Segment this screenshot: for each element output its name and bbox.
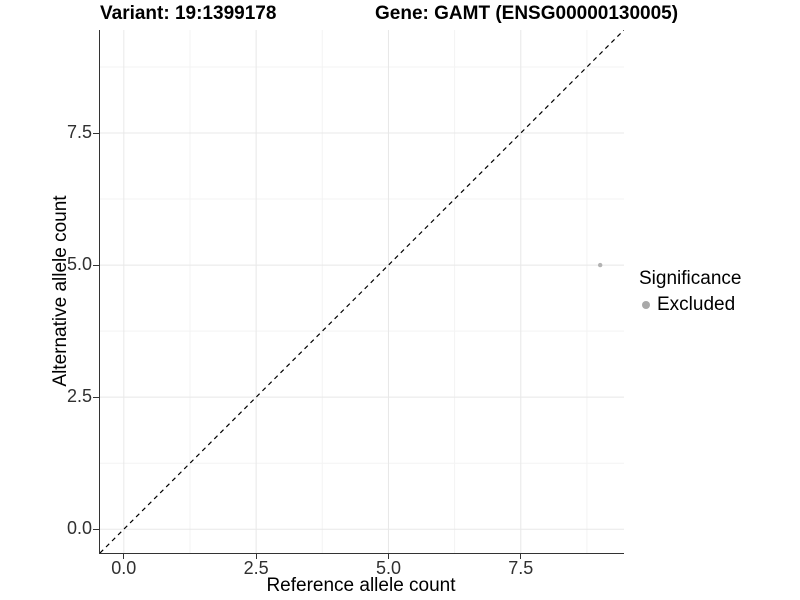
y-axis-tick-label: 0.0 — [66, 518, 92, 539]
y-axis-tick-mark — [93, 132, 99, 134]
x-axis-tick-label: 2.5 — [243, 558, 269, 578]
x-axis-tick-mark — [387, 554, 389, 559]
x-axis-tick-label: 0.0 — [111, 558, 137, 578]
legend-title: Significance — [639, 268, 742, 289]
plot-panel — [99, 30, 624, 554]
legend-items: Excluded — [639, 294, 741, 316]
data-point — [597, 262, 603, 268]
y-axis-tick-mark — [93, 264, 99, 266]
x-axis-tick-mark — [123, 554, 125, 559]
y-axis-tick-label: 7.5 — [66, 122, 92, 142]
plot-title-variant: Variant: 19:1399178 — [100, 3, 277, 24]
legend: Significance Excluded — [639, 268, 741, 316]
x-axis-tick-label: 5.0 — [375, 558, 401, 578]
x-axis-title: Reference allele count — [266, 575, 456, 596]
y-axis-tick-mark — [93, 528, 99, 530]
x-axis-tick-mark — [255, 554, 257, 559]
x-axis-tick-label: 7.5 — [508, 558, 534, 578]
x-axis-tick-mark — [520, 554, 522, 559]
plot-title-gene: Gene: GAMT (ENSG00000130005) — [375, 3, 679, 24]
identity-dashed-line — [100, 30, 624, 553]
y-axis-title: Alternative allele count — [50, 195, 71, 387]
y-axis-tick-label: 2.5 — [66, 386, 92, 407]
y-axis-tick-label: 5.0 — [66, 254, 92, 275]
plot-canvas — [100, 30, 624, 553]
legend-entry: Excluded — [639, 294, 741, 316]
y-axis-tick-mark — [93, 396, 99, 398]
legend-point-icon — [642, 301, 650, 309]
legend-entry-label: Excluded — [657, 294, 736, 315]
